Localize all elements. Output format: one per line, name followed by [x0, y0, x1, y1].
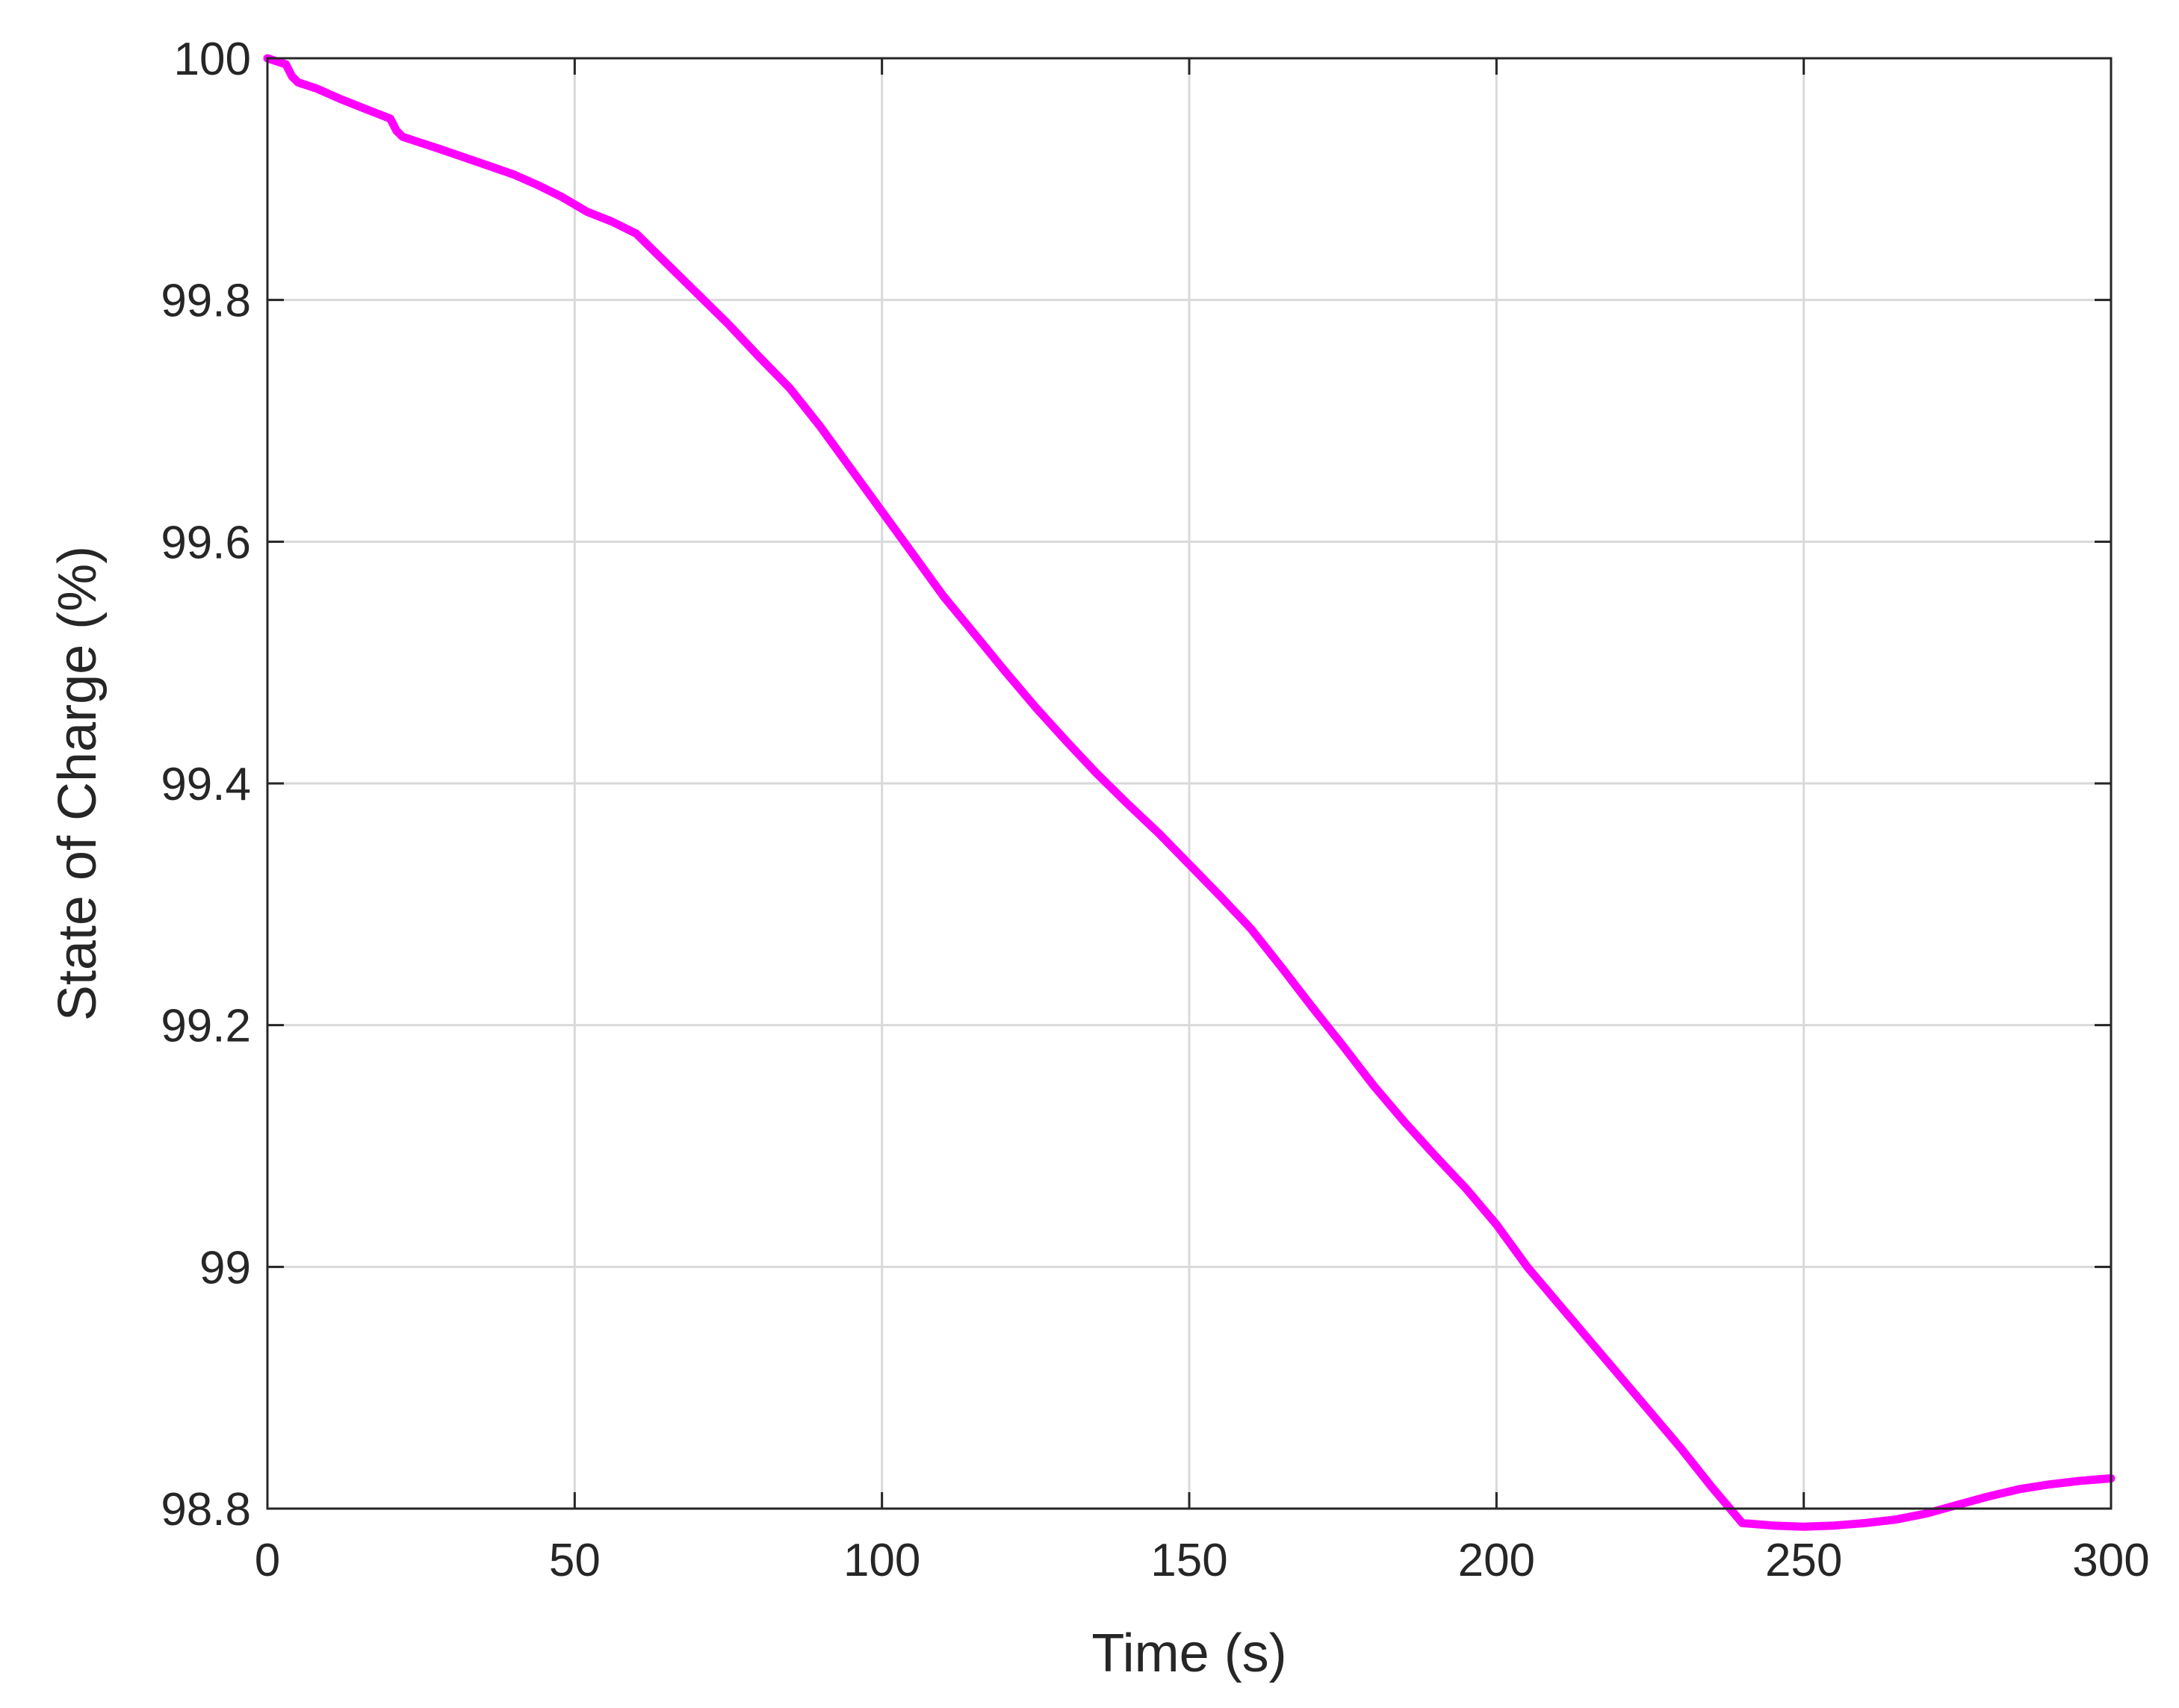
x-tick-label: 300: [2072, 1535, 2149, 1586]
x-tick-label: 200: [1458, 1535, 1535, 1586]
y-tick-label: 99.2: [161, 1001, 251, 1052]
x-tick-label: 150: [1150, 1535, 1227, 1586]
y-tick-label: 99: [199, 1242, 251, 1294]
y-tick-label: 99.6: [161, 517, 251, 568]
y-tick-label: 99.8: [161, 276, 251, 327]
x-tick-label: 250: [1765, 1535, 1842, 1586]
y-tick-label: 100: [174, 34, 251, 85]
y-tick-labels: 98.8 99 99.2 99.4 99.6 99.8 100: [161, 34, 251, 1535]
x-tick-label: 50: [549, 1535, 601, 1586]
x-tick-label: 0: [255, 1535, 280, 1586]
soc-series-line: [263, 54, 2116, 1531]
y-tick-label: 99.4: [161, 759, 251, 810]
series-group: [263, 54, 2116, 1531]
tick-marks: [266, 57, 2113, 1510]
y-tick-label: 98.8: [161, 1484, 251, 1535]
x-tick-label: 100: [843, 1535, 920, 1586]
x-tick-labels: 0 50 100 150 200 250 300: [255, 1535, 2150, 1586]
x-axis-title: Time (s): [1091, 1624, 1286, 1683]
y-axis-title: State of Charge (%): [48, 546, 108, 1021]
